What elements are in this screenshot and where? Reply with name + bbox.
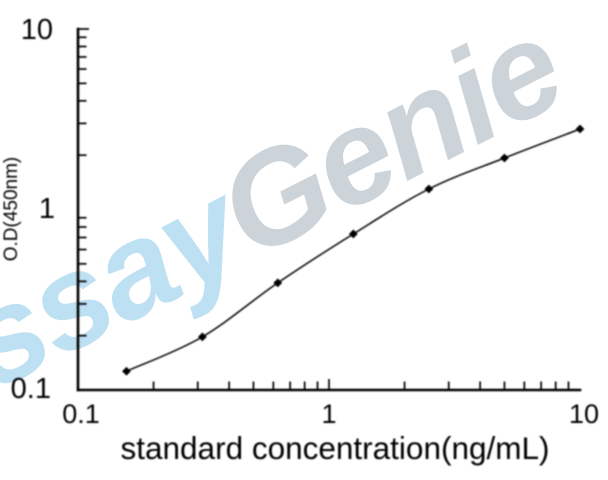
svg-text:1: 1 [321,399,336,429]
svg-text:10: 10 [21,14,53,46]
svg-text:1: 1 [39,193,55,225]
svg-text:standard concentration(ng/mL): standard concentration(ng/mL) [121,430,550,466]
svg-text:10: 10 [569,399,599,429]
svg-text:0.1: 0.1 [11,373,51,405]
svg-text:O.D(450nm): O.D(450nm) [1,157,22,262]
svg-text:0.1: 0.1 [62,399,100,429]
